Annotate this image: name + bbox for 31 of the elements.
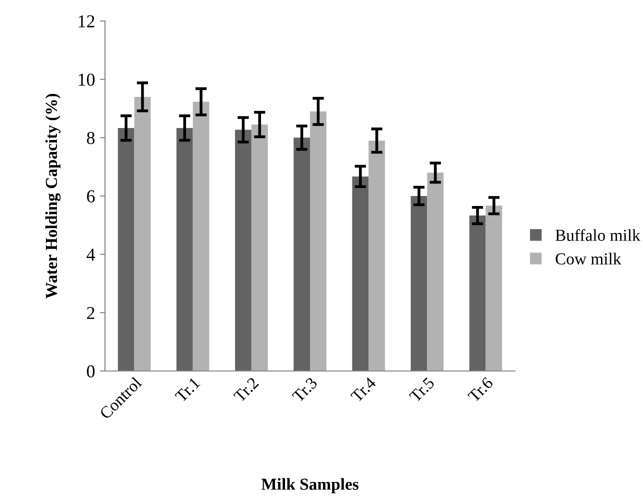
y-tick-label: 10	[78, 74, 95, 86]
x-tick-label: Tr.5	[408, 376, 436, 403]
x-tick-label: Tr.3	[292, 376, 318, 403]
bar	[486, 206, 502, 371]
bar	[368, 140, 385, 371]
y-tick-label: 0	[86, 365, 95, 378]
x-tick-label: Tr.6	[467, 376, 494, 403]
x-tick-label: Tr.2	[233, 376, 260, 403]
legend-label: Buffalo milk	[555, 229, 640, 241]
bar	[294, 138, 310, 371]
y-tick-label: 4	[86, 248, 95, 261]
bar	[352, 176, 369, 371]
y-axis-title: Water Holding Capacity (%)	[45, 94, 61, 299]
bar	[235, 130, 252, 371]
bar	[176, 128, 193, 371]
y-tick-label: 8	[86, 132, 95, 144]
bar	[310, 111, 326, 371]
x-axis-title: Milk Samples	[261, 478, 358, 494]
y-tick-label: 2	[87, 306, 94, 319]
y-tick-label: 12	[78, 15, 94, 28]
legend-label: Cow milk	[556, 252, 622, 264]
x-tick-label: Tr.4	[350, 376, 377, 403]
bar	[134, 96, 151, 371]
x-tick-label: Tr.1	[174, 376, 200, 403]
bar	[410, 196, 428, 371]
bar	[427, 172, 444, 371]
bar	[192, 102, 210, 371]
bar	[251, 124, 268, 371]
bar	[118, 128, 134, 371]
y-tick-label: 6	[87, 190, 95, 202]
bar	[469, 216, 486, 371]
